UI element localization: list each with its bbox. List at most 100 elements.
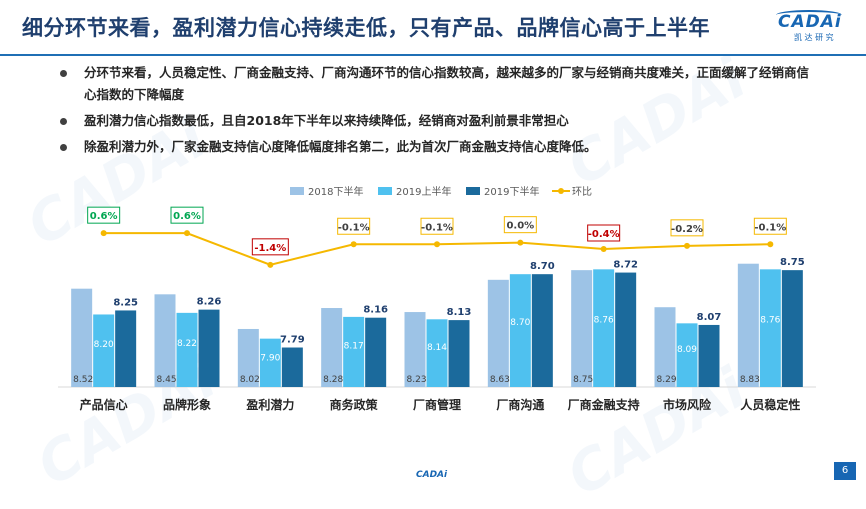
bar-value-label: 8.09 bbox=[677, 345, 697, 355]
logo-swoosh-icon bbox=[776, 10, 842, 20]
bar bbox=[71, 288, 93, 387]
logo-text: CADAi bbox=[778, 12, 842, 32]
bullet-dot-icon bbox=[60, 144, 67, 151]
change-point bbox=[517, 239, 524, 246]
bar-value-label: 7.90 bbox=[260, 353, 280, 363]
bullet-text: 盈利潜力信心指数最低，且自2018年下半年以来持续降低，经销商对盈利前景非常担心 bbox=[84, 113, 569, 128]
category-label: 品牌形象 bbox=[163, 397, 211, 412]
bar-value-label: 8.63 bbox=[490, 375, 510, 385]
bar-value-label: 8.22 bbox=[177, 339, 197, 349]
bar-value-label: 8.26 bbox=[197, 297, 222, 308]
bar-value-label: 8.25 bbox=[113, 297, 138, 308]
bar bbox=[115, 310, 137, 387]
bullet-text: 除盈利潜力外，厂家金融支持信心度降低幅度排名第二，此为首次厂商金融支持信心度降低… bbox=[84, 139, 597, 154]
change-point bbox=[767, 241, 774, 248]
bar-value-label: 8.16 bbox=[363, 305, 388, 316]
change-line bbox=[103, 232, 771, 266]
legend-line-marker bbox=[558, 188, 564, 194]
change-point bbox=[434, 241, 440, 248]
bar-value-label: 8.07 bbox=[697, 312, 722, 323]
bar bbox=[615, 272, 637, 387]
change-label: -0.2% bbox=[671, 224, 703, 235]
bar-value-label: 8.20 bbox=[94, 340, 114, 350]
bar-value-label: 8.75 bbox=[780, 257, 805, 268]
bar bbox=[509, 274, 531, 387]
legend-label: 环比 bbox=[572, 186, 592, 198]
bar-value-label: 8.02 bbox=[240, 375, 260, 385]
bullet-text: 分环节来看，人员稳定性、厂商金融支持、厂商沟通环节的信心指数较高，越来越多的厂家… bbox=[84, 65, 810, 102]
bar bbox=[737, 263, 759, 387]
title-bar: 细分环节来看，盈利潜力信心持续走低，只有产品、品牌信心高于上半年 CADAi 凯… bbox=[0, 0, 866, 56]
legend-swatch bbox=[290, 187, 304, 195]
change-label-box bbox=[503, 216, 537, 234]
change-label: -0.1% bbox=[338, 222, 370, 233]
bar-value-label: 8.76 bbox=[760, 315, 780, 325]
change-point bbox=[184, 230, 190, 237]
change-label-box bbox=[753, 217, 787, 235]
legend-swatch bbox=[378, 187, 392, 195]
bar bbox=[237, 328, 259, 387]
category-label: 商务政策 bbox=[330, 397, 379, 412]
bar-value-label: 8.83 bbox=[740, 375, 760, 385]
page-number: 6 bbox=[834, 462, 856, 480]
bar-value-label: 8.29 bbox=[657, 375, 677, 385]
bar-value-label: 8.76 bbox=[594, 315, 614, 325]
change-label: -0.1% bbox=[421, 222, 453, 233]
category-label: 厂商沟通 bbox=[496, 397, 544, 412]
bar bbox=[154, 294, 176, 387]
category-label: 厂商金融支持 bbox=[568, 397, 640, 412]
bar-value-label: 8.13 bbox=[447, 307, 472, 318]
change-point bbox=[600, 246, 607, 252]
bar-value-label: 8.28 bbox=[323, 375, 343, 385]
bar-value-label: 8.52 bbox=[73, 375, 93, 385]
category-label: 人员稳定性 bbox=[740, 397, 800, 412]
bar bbox=[365, 317, 387, 387]
category-label: 产品信心 bbox=[80, 397, 128, 412]
logo-subtext: 凯 达 研 究 bbox=[794, 33, 834, 42]
legend-label: 2019下半年 bbox=[484, 185, 539, 198]
bar bbox=[593, 269, 615, 387]
bar bbox=[198, 309, 220, 387]
bullet-dot-icon bbox=[60, 118, 67, 125]
category-label: 市场风险 bbox=[663, 397, 712, 412]
change-label: -0.4% bbox=[588, 229, 620, 240]
bullet-item: 盈利潜力信心指数最低，且自2018年下半年以来持续降低，经销商对盈利前景非常担心 bbox=[58, 110, 818, 132]
bar bbox=[698, 324, 720, 387]
bar bbox=[654, 307, 676, 387]
bar bbox=[781, 270, 803, 387]
cadai-logo: CADAi 凯 达 研 究 bbox=[772, 10, 846, 44]
change-label-box bbox=[670, 219, 704, 237]
change-point bbox=[267, 261, 274, 268]
bar bbox=[93, 314, 115, 387]
bar bbox=[426, 319, 448, 387]
bar-value-label: 8.17 bbox=[344, 341, 364, 351]
change-point bbox=[684, 242, 690, 249]
page-title: 细分环节来看，盈利潜力信心持续走低，只有产品、品牌信心高于上半年 bbox=[22, 16, 710, 40]
legend-label: 2019上半年 bbox=[396, 185, 451, 198]
bar bbox=[404, 312, 426, 387]
footer-logo: CADAi bbox=[416, 470, 448, 480]
bar-value-label: 8.75 bbox=[573, 375, 593, 385]
change-label: -0.1% bbox=[754, 222, 786, 233]
change-point bbox=[100, 230, 107, 237]
change-label-box bbox=[587, 224, 621, 242]
bar bbox=[487, 279, 509, 387]
bar bbox=[571, 270, 593, 387]
bar-value-label: 8.45 bbox=[157, 375, 177, 385]
bullet-item: 分环节来看，人员稳定性、厂商金融支持、厂商沟通环节的信心指数较高，越来越多的厂家… bbox=[58, 62, 818, 106]
bar bbox=[448, 320, 470, 387]
bar-value-label: 7.79 bbox=[280, 335, 305, 346]
bar bbox=[676, 323, 698, 387]
change-label: 0.6% bbox=[90, 211, 118, 222]
bar-value-label: 8.14 bbox=[427, 343, 447, 353]
change-point bbox=[350, 241, 357, 248]
change-label: 0.0% bbox=[506, 221, 534, 232]
bar bbox=[281, 347, 303, 387]
bar bbox=[176, 312, 198, 387]
bullet-list: 分环节来看，人员稳定性、厂商金融支持、厂商沟通环节的信心指数较高，越来越多的厂家… bbox=[58, 62, 818, 162]
bar bbox=[321, 308, 343, 387]
confidence-bar-chart: 2018下半年 2019上半年 2019下半年 环比 8.52 8.20 8.25 产品信心 8… bbox=[58, 185, 816, 412]
bar-value-label: 8.72 bbox=[613, 260, 638, 271]
title-divider bbox=[0, 54, 866, 56]
bar-value-label: 8.70 bbox=[530, 261, 555, 272]
